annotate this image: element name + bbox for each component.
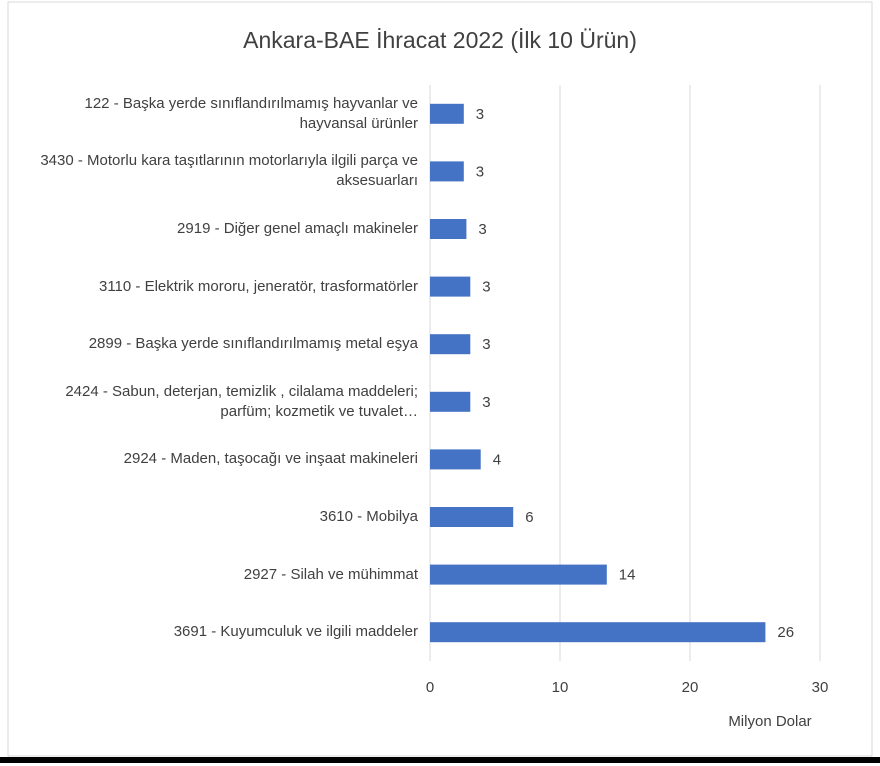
data-label: 26	[777, 624, 794, 641]
bar	[430, 334, 471, 355]
bar	[430, 622, 766, 643]
x-tick-label: 30	[812, 679, 829, 696]
data-label: 3	[482, 336, 490, 353]
bar	[430, 219, 467, 239]
y-tick-label: 3430 - Motorlu kara taşıtlarının motorla…	[40, 152, 418, 190]
y-tick-label: 3610 - Mobilya	[319, 508, 418, 525]
bar	[430, 564, 607, 585]
chart-title: Ankara-BAE İhracat 2022 (İlk 10 Ürün)	[243, 27, 637, 53]
data-label: 3	[482, 279, 490, 296]
data-label: 3	[476, 106, 484, 123]
data-label: 3	[476, 163, 484, 180]
x-axis-title: Milyon Dolar	[728, 713, 811, 730]
x-tick-label: 20	[682, 679, 699, 696]
y-tick-label: 2927 - Silah ve mühimmat	[243, 565, 418, 583]
bar	[430, 449, 481, 470]
data-label: 4	[493, 451, 501, 468]
y-tick-label: 3110 - Elektrik mororu, jeneratör, trasf…	[98, 277, 418, 295]
y-tick-label: 2924 - Maden, taşocağı ve inşaat makinel…	[123, 450, 418, 468]
bar	[430, 161, 464, 182]
data-label: 14	[619, 567, 636, 584]
data-label: 3	[482, 394, 490, 411]
y-tick-label: 2919 - Diğer genel amaçlı makineler	[177, 220, 418, 237]
bottom-border	[0, 757, 880, 763]
y-tick-label: 122 - Başka yerde sınıflandırılmamış hay…	[84, 94, 419, 132]
y-tick-label: 2424 - Sabun, deterjan, temizlik , cilal…	[65, 382, 418, 420]
y-tick-label: 3691 - Kuyumculuk ve ilgili maddeler	[173, 623, 418, 641]
bar	[430, 507, 514, 527]
bar	[430, 103, 464, 124]
x-tick-label: 10	[552, 679, 569, 696]
data-label: 3	[478, 221, 486, 238]
bar	[430, 391, 471, 412]
bar	[430, 276, 471, 297]
x-tick-label: 0	[426, 679, 434, 696]
data-label: 6	[525, 509, 533, 526]
y-tick-label: 2899 - Başka yerde sınıflandırılmamış me…	[88, 335, 418, 353]
